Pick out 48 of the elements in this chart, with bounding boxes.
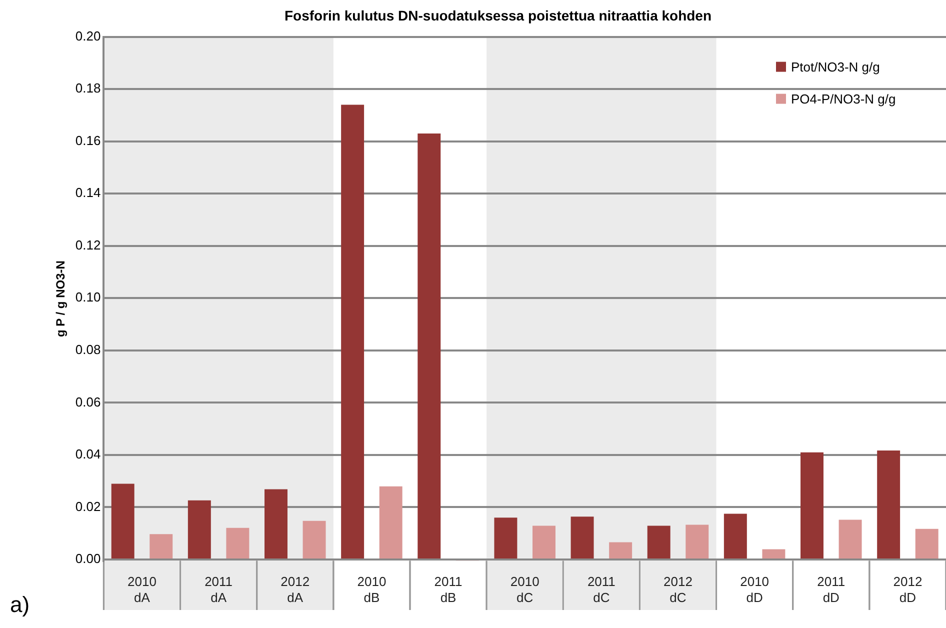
bar bbox=[609, 542, 632, 558]
x-tick-label: 2011 dC bbox=[587, 574, 616, 605]
bar bbox=[188, 500, 211, 558]
bar bbox=[838, 520, 862, 558]
y-tick-label: 0.16 bbox=[75, 132, 101, 148]
y-tick-label: 0.14 bbox=[75, 185, 101, 200]
bar bbox=[686, 524, 709, 558]
bar bbox=[800, 452, 824, 558]
bar bbox=[647, 526, 670, 558]
y-tick-label: 0.12 bbox=[75, 237, 101, 252]
y-tick-label: 0.10 bbox=[75, 290, 101, 305]
y-tick-label: 0.18 bbox=[75, 80, 101, 96]
bar bbox=[264, 489, 288, 558]
x-tick-label: 2012 dA bbox=[280, 574, 310, 605]
bar bbox=[418, 134, 441, 558]
y-axis-title: g P / g NO3-N bbox=[54, 260, 68, 338]
x-tick-label: 2010 dD bbox=[740, 574, 770, 605]
bar bbox=[111, 484, 134, 558]
y-tick-label: 0.08 bbox=[75, 342, 101, 357]
y-tick-label: 0.20 bbox=[75, 28, 101, 44]
bar bbox=[494, 518, 518, 558]
bar bbox=[341, 104, 364, 558]
y-tick-label: 0.02 bbox=[75, 498, 101, 514]
bar bbox=[877, 450, 900, 558]
bar bbox=[915, 528, 938, 558]
text: a) bbox=[10, 592, 30, 617]
y-tick-label: 0.04 bbox=[75, 446, 101, 462]
bar bbox=[724, 514, 747, 558]
bar bbox=[762, 549, 786, 558]
bar bbox=[150, 534, 173, 558]
legend-label: PO4-P/NO3-N g/g bbox=[791, 91, 896, 106]
bar bbox=[379, 486, 402, 558]
chart-title: Fosforin kulutus DN-suodatuksessa poistettua nitraattia kohden bbox=[284, 7, 712, 24]
x-tick-label: 2012 dD bbox=[893, 574, 922, 605]
bar bbox=[226, 528, 250, 558]
x-tick-label: 2011 dA bbox=[204, 574, 233, 605]
y-tick-label: 0.00 bbox=[75, 551, 101, 566]
x-tick-label: 2011 dB bbox=[434, 574, 462, 605]
bar bbox=[532, 526, 556, 558]
y-tick-label: 0.06 bbox=[75, 394, 101, 410]
x-tick-label: 2010 dA bbox=[128, 574, 156, 605]
bar bbox=[570, 516, 594, 558]
x-tick-label: 2010 dB bbox=[357, 574, 386, 605]
x-tick-label: 2012 dC bbox=[664, 574, 692, 605]
x-tick-label: 2011 dD bbox=[817, 574, 846, 605]
legend-label: Ptot/NO3-N g/g bbox=[791, 59, 880, 74]
bar bbox=[302, 520, 326, 558]
x-tick-label: 2010 dC bbox=[510, 574, 540, 605]
